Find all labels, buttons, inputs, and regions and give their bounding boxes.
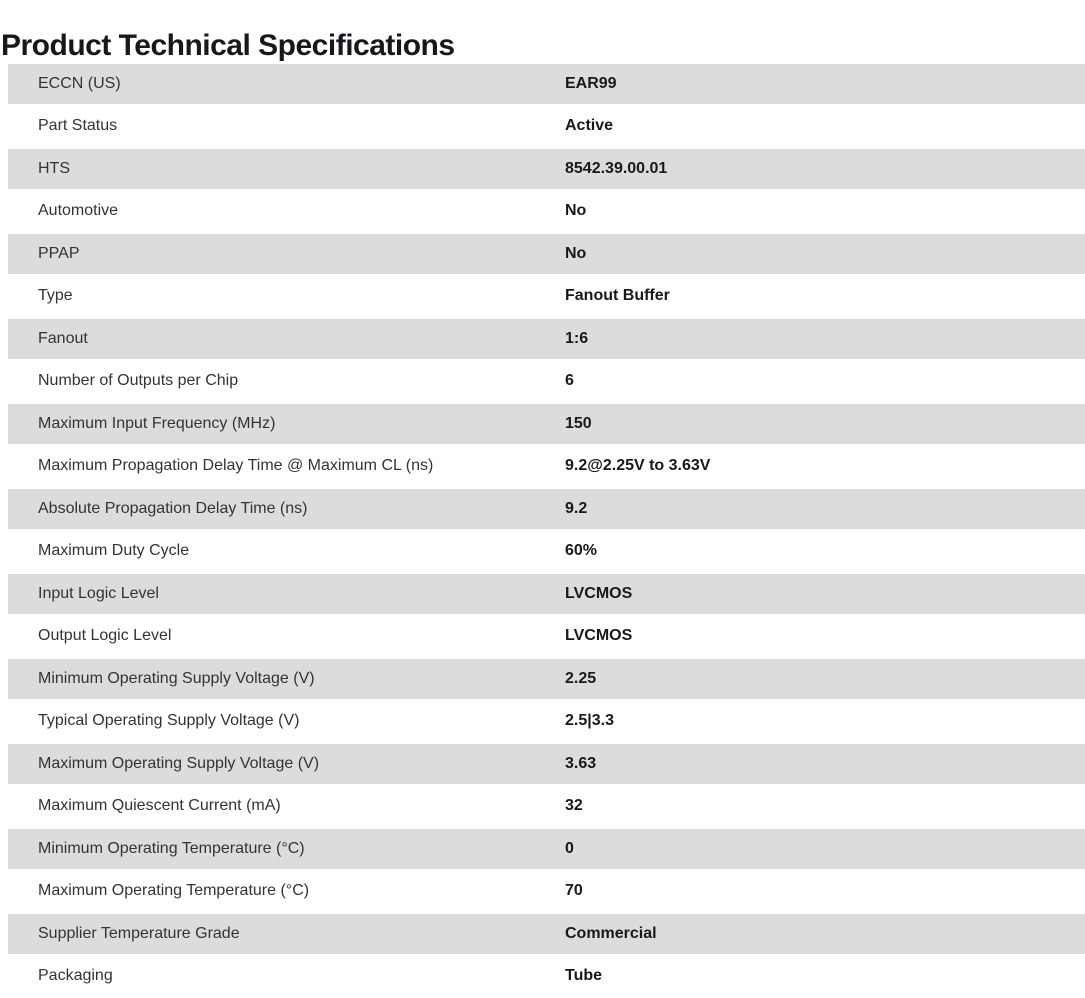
spec-label: Maximum Operating Supply Voltage (V) — [38, 754, 320, 772]
table-row: Part Status Active — [8, 106, 1085, 146]
spec-label: Number of Outputs per Chip — [38, 372, 239, 390]
spec-value: Fanout Buffer — [565, 287, 670, 305]
spec-label: Fanout — [38, 329, 88, 347]
spec-label: Maximum Duty Cycle — [38, 542, 190, 560]
spec-label: Automotive — [38, 202, 119, 220]
spec-label: Typical Operating Supply Voltage (V) — [38, 712, 300, 730]
table-row: PPAP No — [8, 234, 1085, 274]
spec-label: Minimum Operating Temperature (°C) — [38, 839, 305, 857]
table-row: Maximum Input Frequency (MHz) 150 — [8, 404, 1085, 444]
spec-label: Part Status — [38, 117, 118, 135]
spec-value: LVCMOS — [565, 627, 633, 645]
spec-value: 0 — [565, 839, 574, 857]
table-row: Input Logic Level LVCMOS — [8, 574, 1085, 614]
table-row: Automotive No — [8, 191, 1085, 231]
spec-value: LVCMOS — [565, 584, 633, 602]
spec-value: 32 — [565, 797, 583, 815]
spec-value: 60% — [565, 542, 598, 560]
table-row: ECCN (US) EAR99 — [8, 64, 1085, 104]
spec-value: 1:6 — [565, 329, 589, 347]
table-row: Minimum Operating Supply Voltage (V) 2.2… — [8, 659, 1085, 699]
spec-label: Type — [38, 287, 73, 305]
spec-label: PPAP — [38, 244, 80, 262]
table-row: HTS 8542.39.00.01 — [8, 149, 1085, 189]
spec-value: 3.63 — [565, 754, 597, 772]
table-row: Maximum Propagation Delay Time @ Maximum… — [8, 446, 1085, 486]
spec-label: ECCN (US) — [38, 74, 121, 92]
spec-value: Active — [565, 117, 614, 135]
table-row: Minimum Operating Temperature (°C) 0 — [8, 829, 1085, 869]
spec-label: Supplier Temperature Grade — [38, 924, 240, 942]
table-row: Packaging Tube — [8, 956, 1085, 996]
table-row: Supplier Temperature Grade Commercial — [8, 914, 1085, 954]
spec-value: 150 — [565, 414, 592, 432]
spec-value: 8542.39.00.01 — [565, 159, 668, 177]
table-row: Absolute Propagation Delay Time (ns) 9.2 — [8, 489, 1085, 529]
spec-label: Input Logic Level — [38, 584, 159, 602]
spec-label: Maximum Quiescent Current (mA) — [38, 797, 281, 815]
spec-label: Maximum Propagation Delay Time @ Maximum… — [38, 457, 434, 475]
spec-value: 2.5|3.3 — [565, 712, 614, 730]
spec-value: EAR99 — [565, 74, 617, 92]
spec-value: No — [565, 202, 587, 220]
spec-value: Commercial — [565, 924, 657, 942]
table-row: Maximum Duty Cycle 60% — [8, 531, 1085, 571]
spec-label: HTS — [38, 159, 70, 177]
table-row: Number of Outputs per Chip 6 — [8, 361, 1085, 401]
table-row: Typical Operating Supply Voltage (V) 2.5… — [8, 701, 1085, 741]
spec-label: Maximum Input Frequency (MHz) — [38, 414, 276, 432]
table-row: Type Fanout Buffer — [8, 276, 1085, 316]
spec-value: No — [565, 244, 587, 262]
table-row: Maximum Operating Temperature (°C) 70 — [8, 871, 1085, 911]
spec-label: Maximum Operating Temperature (°C) — [38, 882, 310, 900]
table-row: Fanout 1:6 — [8, 319, 1085, 359]
spec-label: Output Logic Level — [38, 627, 172, 645]
spec-value: 2.25 — [565, 669, 597, 687]
table-row: Maximum Quiescent Current (mA) 32 — [8, 786, 1085, 826]
spec-value: 9.2@2.25V to 3.63V — [565, 457, 711, 475]
spec-label: Minimum Operating Supply Voltage (V) — [38, 669, 315, 687]
spec-value: 9.2 — [565, 499, 588, 517]
table-row: Maximum Operating Supply Voltage (V) 3.6… — [8, 744, 1085, 784]
spec-label: Packaging — [38, 967, 113, 985]
table-row: Output Logic Level LVCMOS — [8, 616, 1085, 656]
page-title: Product Technical Specifications — [1, 28, 455, 62]
spec-value: Tube — [565, 967, 603, 985]
spec-value: 6 — [565, 372, 574, 390]
spec-table: ECCN (US) EAR99 Part Status Active HTS 8… — [8, 64, 1085, 996]
spec-value: 70 — [565, 882, 583, 900]
spec-label: Absolute Propagation Delay Time (ns) — [38, 499, 308, 517]
